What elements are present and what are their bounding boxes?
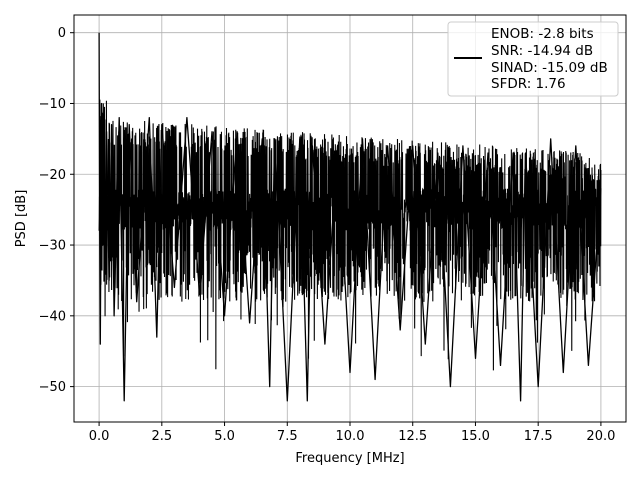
legend-box: [447, 21, 619, 97]
x-tick-label: 0.0: [89, 429, 110, 444]
x-tick-label: 7.5: [277, 429, 298, 444]
x-tick-label: 20.0: [586, 429, 615, 444]
legend: ENOB: -2.8 bits SNR: -14.94 dB SINAD: -1…: [447, 21, 619, 97]
y-axis-label: PSD [dB]: [14, 190, 29, 248]
legend-line-sinad: SINAD: -15.09 dB: [491, 60, 608, 76]
y-tick-label: −40: [39, 309, 66, 324]
legend-line-sfdr: SFDR: 1.76: [491, 76, 566, 92]
y-tick-label: −30: [39, 239, 66, 254]
psd-noise-texture: [98, 99, 602, 371]
series-layer: [98, 32, 602, 402]
x-axis-label: Frequency [MHz]: [295, 451, 404, 466]
x-tick-label: 10.0: [336, 429, 365, 444]
y-tick-label: −10: [39, 97, 66, 112]
y-tick-label: −20: [39, 168, 66, 183]
legend-line-enob: ENOB: -2.8 bits: [491, 26, 594, 42]
x-tick-label: 12.5: [398, 429, 427, 444]
x-tick-label: 5.0: [214, 429, 235, 444]
x-tick-label: 15.0: [461, 429, 490, 444]
y-tick-label: −50: [39, 380, 66, 395]
axis-ticks: 0.0 2.5 5.0 7.5 10.0 12.5 15.0 17.5 20.0 0 −10 −20 −…: [39, 26, 616, 444]
legend-line-snr: SNR: -14.94 dB: [491, 43, 593, 59]
x-tick-label: 2.5: [151, 429, 172, 444]
x-tick-label: 17.5: [524, 429, 553, 444]
y-tick-label: 0: [58, 26, 66, 41]
